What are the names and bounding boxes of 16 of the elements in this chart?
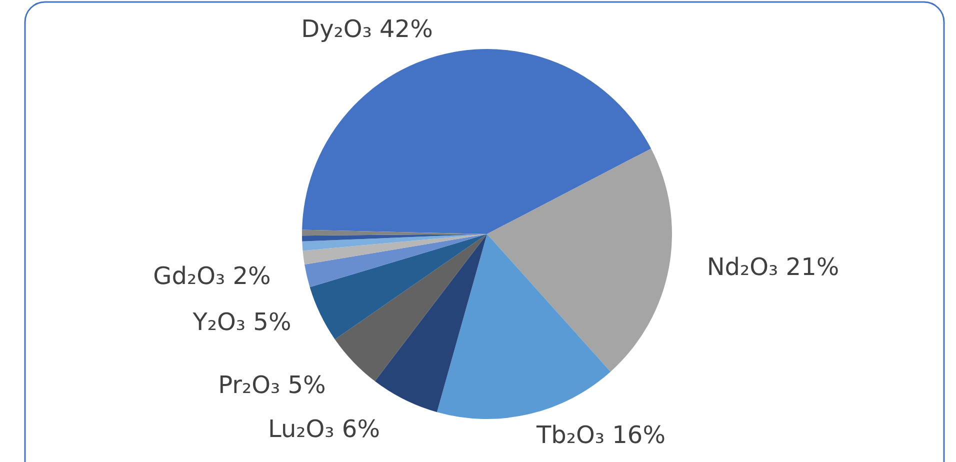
pie-slice: [310, 234, 487, 340]
pie-slice: [302, 49, 652, 234]
slice-label: Y₂O₃ 5%: [192, 308, 292, 336]
slice-label: Tb₂O₃ 16%: [536, 421, 666, 449]
pie-slice: [302, 234, 487, 251]
slice-label: Dy₂O₃ 42%: [301, 15, 433, 43]
slice-label: Gd₂O₃ 2%: [153, 262, 271, 290]
pie-slice: [334, 234, 487, 382]
pie-slice: [436, 234, 611, 419]
pie-slice: [374, 234, 487, 412]
slice-label: Lu₂O₃ 6%: [268, 415, 380, 443]
slice-label: Pr₂O₃ 5%: [218, 371, 326, 399]
slice-label: Nd₂O₃ 21%: [706, 253, 840, 281]
pie-slice: [304, 234, 487, 288]
pie-slice: [487, 148, 672, 372]
pie-slice: [302, 234, 487, 265]
